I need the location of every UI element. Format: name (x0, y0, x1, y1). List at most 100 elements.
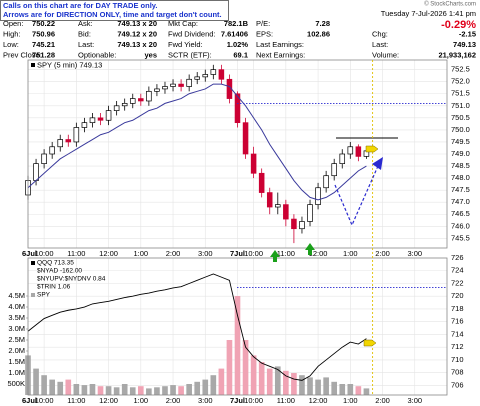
candle-body (33, 163, 39, 181)
y-tick-label: 710 (451, 355, 464, 364)
x-tick-label: 1:00 (343, 249, 358, 258)
y-tick-label: 706 (451, 380, 464, 389)
last-price-marker (365, 145, 379, 153)
volume-bar (307, 377, 313, 395)
legend-label: $NYAD -162.00 (37, 268, 82, 275)
candle-body (315, 187, 321, 205)
quote-table: Open: 750.22 Ask: 749.13 x 20 Mkt Cap: 782.1B… (3, 19, 476, 60)
volume-bar (347, 384, 354, 395)
y-tick-label: 745.5 (451, 233, 470, 242)
change-percent: -0.29% (441, 19, 476, 31)
volume-bar (154, 387, 160, 395)
volume-bar (363, 388, 370, 395)
y-tick-label: 716 (451, 317, 464, 326)
candle-body (49, 146, 55, 155)
y-tick-label: 752.5 (451, 65, 470, 74)
y2-tick-label: 3.5M (8, 313, 25, 322)
y-tick-label: 726 (451, 253, 464, 262)
x-tick-label: 7Jul (230, 396, 245, 405)
x-tick-label: 12:00 (309, 249, 328, 258)
volume-bar (339, 384, 346, 395)
y2-tick-label: 1.5M (8, 357, 25, 366)
y2-tick-label: 4.0M (8, 302, 25, 311)
x-tick-label: 3:00 (198, 249, 213, 258)
candle-body (266, 192, 273, 208)
quote-value: 1.02% (227, 40, 249, 49)
quote-label: EPS: (256, 29, 273, 38)
quote-label: Last: (372, 40, 388, 49)
volume-bar (162, 386, 168, 395)
quote-value: 749.12 x 20 (117, 29, 157, 38)
x-tick-label: 2:00 (166, 249, 181, 258)
candle-body (105, 110, 112, 121)
x-tick-label: 2:00 (375, 396, 390, 405)
volume-bar (170, 385, 176, 395)
volume-bar (194, 381, 201, 395)
y-tick-label: 751.5 (451, 89, 470, 98)
y-tick-label: 747.0 (451, 197, 470, 206)
x-tick-label: 6Jul (22, 396, 37, 405)
quote-value: 21,933,162 (438, 50, 476, 59)
quote-label: Volume: (372, 50, 399, 59)
quote-label: Bid: (78, 29, 91, 38)
y-tick-label: 720 (451, 291, 464, 300)
y-tick-label: 750.5 (451, 113, 470, 122)
candle-body (178, 83, 184, 87)
y-tick-label: 708 (451, 368, 464, 377)
candle-body (170, 83, 176, 87)
candle-body (347, 146, 354, 155)
quote-label: Open: (3, 19, 23, 28)
volume-bar (89, 384, 96, 395)
quote-value: 102.86 (307, 29, 330, 38)
volume-bar (81, 385, 88, 395)
volume-bar (242, 340, 249, 395)
x-tick-label: 1:00 (134, 249, 149, 258)
volume-bar (266, 368, 273, 395)
y-tick-label: 752.0 (451, 77, 470, 86)
x-tick-label: 11:00 (277, 249, 295, 258)
quote-label: Fwd Yield: (168, 40, 203, 49)
quote-value: 7.61406 (221, 29, 248, 38)
x-tick-label: 3:00 (407, 249, 422, 258)
volume-bar (49, 379, 55, 395)
volume-bar (258, 362, 265, 395)
volume-bar (73, 384, 80, 395)
candle-body (113, 105, 120, 111)
y2-tick-label: 2.5M (8, 335, 25, 344)
y-tick-label: 751.0 (451, 101, 470, 110)
y2-tick-label: 1.0M (8, 368, 25, 377)
y-tick-label: 746.5 (451, 209, 470, 218)
volume-bar (250, 355, 257, 395)
x-tick-label: 11:00 (277, 396, 295, 405)
volume-bar (57, 381, 64, 395)
candle-body (355, 146, 362, 157)
x-tick-label: 12:00 (99, 249, 118, 258)
candle-body (162, 86, 168, 90)
quote-value: 750.22 (32, 19, 55, 28)
candle-body (97, 117, 104, 121)
candle-body (81, 122, 88, 128)
volume-bar (355, 386, 362, 395)
volume-bar (146, 388, 152, 395)
volume-bar (315, 379, 321, 395)
quote-label: Mkt Cap: (168, 19, 198, 28)
quote-label: Low: (3, 40, 19, 49)
y-tick-label: 747.5 (451, 185, 470, 194)
volume-bar (65, 379, 72, 395)
y2-tick-label: 3.0M (8, 324, 25, 333)
legend-label: $TRIN 1.06 (37, 284, 71, 291)
candle-body (331, 163, 337, 177)
quote-value: 750.96 (32, 29, 55, 38)
quote-label: Chg: (372, 29, 388, 38)
price-line (27, 273, 367, 381)
volume-bar (299, 375, 305, 395)
candle-body (41, 153, 47, 164)
x-tick-label: 3:00 (198, 396, 213, 405)
y-tick-label: 746.0 (451, 221, 470, 230)
y-tick-label: 749.0 (451, 149, 470, 158)
volume-bar (291, 373, 297, 395)
x-tick-label: 10:00 (35, 396, 54, 405)
x-tick-label: 1:00 (343, 396, 358, 405)
quote-value: 749.13 x 20 (117, 19, 157, 28)
